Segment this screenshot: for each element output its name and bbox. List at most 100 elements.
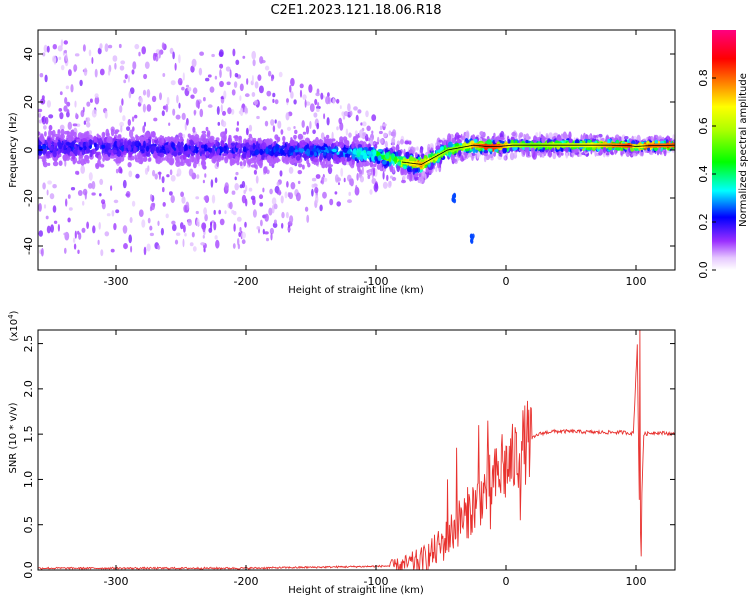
spectrogram-speckle [389,175,393,179]
spectrogram-speckle [158,50,161,59]
spectrogram-speckle [46,189,49,196]
spectrogram-band-cell [180,158,184,165]
spectrogram-speckle [286,126,292,131]
spectrogram-band-cell [190,144,195,152]
spectrogram-band-cell [537,138,541,142]
spectrogram-speckle [129,129,134,138]
snr-y-tick-label: 1.0 [22,471,35,489]
spectrogram-speckle [183,204,188,213]
spectrogram-speckle [141,46,146,55]
spectrogram-band-cell [58,134,64,139]
spectrogram-band-cell [127,144,132,151]
spectrogram-speckle [183,224,186,233]
spectrogram-band-cell [77,149,81,156]
spectrogram-speckle [462,135,466,141]
spectrogram-speckle [360,122,363,126]
spectrogram-band-cell [156,146,159,154]
spectrogram-speckle [323,177,328,182]
spectrogram-band-cell [52,149,57,158]
spectrogram-speckle [216,106,220,115]
spectrogram-band-cell [254,149,260,156]
spectrogram-band-cell [374,141,379,145]
spectrogram-band-cell [57,129,61,133]
spectrogram-speckle [408,172,413,182]
spectrogram-speckle [252,209,257,218]
spectrogram-band-cell [289,160,295,165]
snr-y-tick-label: 0.5 [22,516,35,534]
spectrogram-band-cell [298,141,303,149]
spectrogram-speckle [128,170,133,178]
spectrogram-speckle [162,73,166,77]
spectrogram-band-cell [541,135,546,144]
spectrogram-speckle [186,118,189,126]
spectrogram-band-cell [143,156,148,162]
spectrogram-band-cell [261,142,267,150]
spectrogram-band-cell [325,138,331,143]
spectrogram-band-cell [327,164,333,168]
spectrogram-speckle [168,122,171,126]
spectrogram-speckle [234,73,239,78]
spectrogram-band-cell [233,135,239,139]
spectrogram-speckle [81,227,86,233]
spectrogram-band-cell [104,145,109,153]
spectrogram-speckle [138,96,143,104]
spectrogram-speckle [181,86,185,91]
spectrogram-band-cell [302,131,307,135]
spectrogram-speckle [231,190,236,195]
spectrogram-speckle [175,114,181,120]
spectrogram-band-cell [440,146,444,151]
snr-x-tick-label: 0 [503,575,510,588]
spectrogram-band-cell [134,157,141,163]
spectrogram-band-cell [493,151,496,157]
spectrogram-speckle [348,132,352,138]
spectrogram-ridge-line [401,144,675,165]
figure-title: C2E1.2023.121.18.06.R18 [270,3,441,18]
spectrogram-y-tick-label: -20 [22,189,35,207]
spectrogram-speckle [43,125,47,130]
spectrogram-band-cell [332,155,338,161]
spectrogram-speckle [336,126,339,131]
spectrogram-band-cell [305,148,311,157]
spectrogram-band-cell [39,134,45,143]
snr-y-axis-label: SNR (10 * v/v) [8,402,19,473]
spectrogram-band-cell [435,145,441,151]
spectrogram-band-cell [143,140,146,148]
spectrogram-speckle [421,170,426,178]
spectrogram-band-cell [208,142,212,149]
spectrogram-speckle [91,181,96,190]
snr-y-multiplier-exp: 4 [7,314,15,319]
spectrogram-band-cell [150,131,154,137]
spectrogram-speckle [224,210,227,215]
spectrogram-speckle [289,85,292,93]
spectrogram-speckle [217,121,221,126]
spectrogram-band-cell [93,136,98,143]
spectrogram-speckle [205,77,210,82]
spectrogram-speckle [290,91,294,99]
spectrogram-speckle [338,182,340,186]
spectrogram-band-cell [389,165,393,173]
spectrogram-band-cell [138,142,142,147]
spectrogram-band-cell [48,129,52,138]
spectrogram-band-cell [156,156,161,165]
spectrogram-speckle [299,89,303,98]
spectrogram-band-cell [396,149,402,157]
spectrogram-band-cell [83,157,88,165]
spectrogram-speckle [287,227,291,232]
spectrogram-speckle [239,95,242,101]
spectrogram-speckle [277,120,282,129]
spectrogram-speckle [269,188,273,195]
spectrogram-speckle [632,152,637,157]
spectrogram-band-cell [171,151,178,157]
spectrogram-band-cell [372,163,377,168]
snr-x-tick-label: -200 [234,575,259,588]
spectrogram-speckle [289,215,294,224]
spectrogram-band-cell [110,155,115,159]
spectrogram-speckle [144,61,150,69]
spectrogram-band-cell [397,161,402,166]
spectrogram-band-cell [405,151,410,159]
spectrogram-band-cell [76,138,81,143]
spectrogram-speckle [435,166,438,173]
spectrogram-speckle [88,49,92,57]
spectrogram-band-cell [524,146,530,153]
spectrogram-speckle [83,67,88,77]
